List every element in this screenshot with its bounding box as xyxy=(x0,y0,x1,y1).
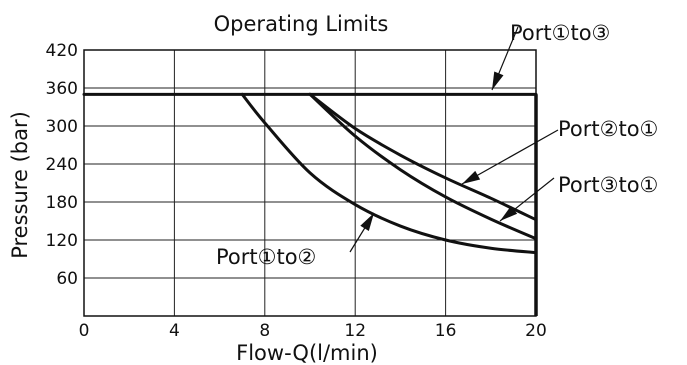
chart-title: Operating Limits xyxy=(214,12,389,36)
y-tick-label-60: 60 xyxy=(56,269,78,289)
y-axis-label: Pressure (bar) xyxy=(8,111,32,259)
series-callouts: Port①to③ Port②to① Port③to① Port①to② xyxy=(216,21,658,269)
callout-arrowhead-port-to--1-3 xyxy=(492,71,504,90)
y-tick-label-180: 180 xyxy=(46,193,78,213)
x-tick-label-12: 12 xyxy=(344,321,366,341)
x-tick-labels: 0 4 8 12 16 20 xyxy=(79,321,547,341)
x-tick-label-0: 0 xyxy=(79,321,90,341)
x-tick-label-8: 8 xyxy=(259,321,270,341)
y-tick-label-300: 300 xyxy=(46,117,78,137)
y-tick-label-360: 360 xyxy=(46,79,78,99)
series-line-port-to--3-1 xyxy=(308,92,538,241)
series-line-port-to--2-1 xyxy=(308,92,538,222)
x-axis-label: Flow-Q(l/min) xyxy=(236,341,378,365)
x-tick-label-20: 20 xyxy=(525,321,547,341)
y-tick-label-240: 240 xyxy=(46,155,78,175)
callout-arrowhead-port-to--3-1 xyxy=(500,205,518,221)
y-tick-labels: 60 120 180 240 300 360 420 xyxy=(46,41,78,289)
series-label-port-to--3-1: Port③to① xyxy=(558,173,658,197)
x-tick-label-16: 16 xyxy=(435,321,457,341)
y-tick-label-420: 420 xyxy=(46,41,78,61)
x-tick-label-4: 4 xyxy=(169,321,180,341)
plot-frame xyxy=(83,49,537,317)
y-tick-label-120: 120 xyxy=(46,231,78,251)
grid xyxy=(83,49,537,317)
callout-arrowhead-port-to--1-2 xyxy=(360,213,374,231)
series-label-port-to--1-3: Port①to③ xyxy=(510,21,610,45)
series-curves xyxy=(82,92,538,316)
series-line-port-to--1-2 xyxy=(240,92,538,255)
callout-arrowhead-port-to--2-1 xyxy=(462,170,481,184)
series-label-port-to--1-2: Port①to② xyxy=(216,245,316,269)
callout-leader-port-to--2-1 xyxy=(461,129,559,185)
series-label-port-to--2-1: Port②to① xyxy=(558,117,658,141)
